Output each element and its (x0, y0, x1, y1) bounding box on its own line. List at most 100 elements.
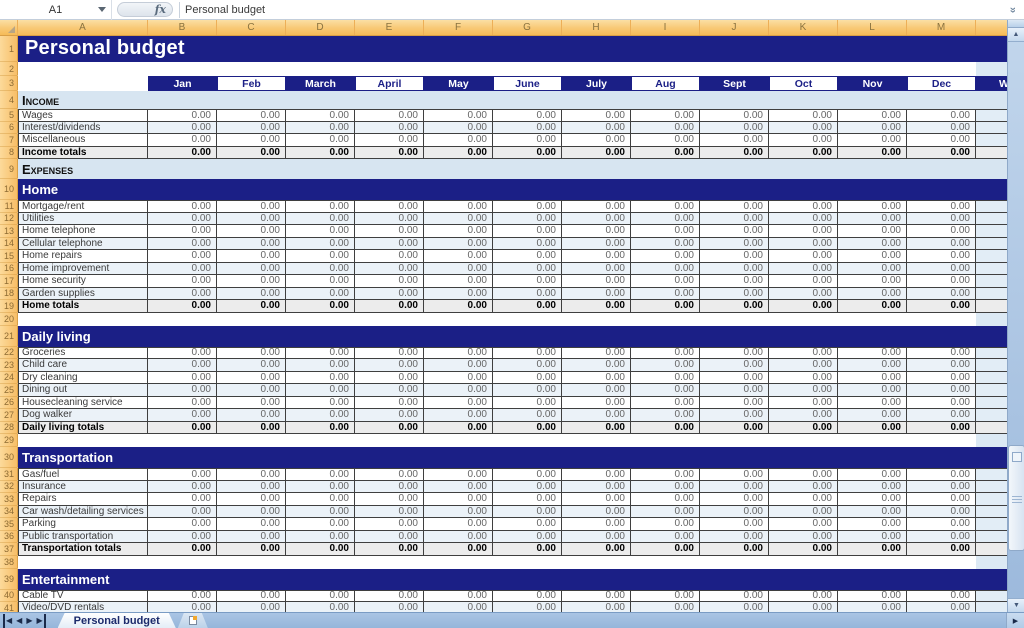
value-cell[interactable]: 0.00 (562, 371, 631, 384)
value-cell[interactable]: 0.00 (631, 384, 700, 397)
value-cell[interactable]: 0.00 (217, 275, 286, 288)
value-cell[interactable]: 0.00 (355, 396, 424, 409)
row-label-cell[interactable]: Housecleaning service (18, 396, 148, 409)
section-caption-cell[interactable]: Income (18, 91, 1024, 109)
value-cell[interactable]: 0.00 (631, 212, 700, 225)
value-cell[interactable]: 0.00 (562, 493, 631, 506)
value-cell[interactable]: 0.00 (217, 359, 286, 372)
value-cell[interactable]: 0.00 (424, 250, 493, 263)
value-cell[interactable]: 0.00 (562, 421, 631, 434)
value-cell[interactable]: 0.00 (700, 225, 769, 238)
select-all-corner[interactable] (0, 20, 18, 35)
value-cell[interactable]: 0.00 (493, 396, 562, 409)
value-cell[interactable]: 0.00 (700, 371, 769, 384)
tab-bar-right-arrow[interactable]: ▶ (1006, 613, 1024, 628)
value-cell[interactable]: 0.00 (907, 346, 976, 359)
value-cell[interactable]: 0.00 (355, 237, 424, 250)
value-cell[interactable]: 0.00 (355, 409, 424, 422)
value-cell[interactable]: 0.00 (148, 275, 217, 288)
value-cell[interactable]: 0.00 (838, 589, 907, 602)
last-sheet-icon[interactable]: ▶ (36, 613, 46, 628)
value-cell[interactable]: 0.00 (838, 212, 907, 225)
value-cell[interactable]: 0.00 (838, 121, 907, 134)
row-label-cell[interactable]: Cellular telephone (18, 237, 148, 250)
value-cell[interactable]: 0.00 (838, 300, 907, 313)
value-cell[interactable]: 0.00 (907, 200, 976, 213)
value-cell[interactable]: 0.00 (493, 371, 562, 384)
value-cell[interactable]: 0.00 (838, 493, 907, 506)
value-cell[interactable]: 0.00 (493, 530, 562, 543)
fx-icon[interactable]: fx (154, 3, 166, 16)
month-header-cell-nov[interactable]: Nov (838, 76, 907, 91)
row-header-27[interactable]: 27 (0, 409, 18, 422)
row-header-11[interactable]: 11 (0, 200, 18, 213)
value-cell[interactable]: 0.00 (631, 300, 700, 313)
row-header-12[interactable]: 12 (0, 212, 18, 225)
value-cell[interactable]: 0.00 (355, 109, 424, 122)
value-cell[interactable]: 0.00 (217, 134, 286, 147)
value-cell[interactable]: 0.00 (838, 384, 907, 397)
row-label-cell[interactable]: Dry cleaning (18, 371, 148, 384)
value-cell[interactable]: 0.00 (769, 121, 838, 134)
value-cell[interactable]: 0.00 (700, 505, 769, 518)
value-cell[interactable]: 0.00 (562, 480, 631, 493)
value-cell[interactable]: 0.00 (148, 121, 217, 134)
value-cell[interactable]: 0.00 (424, 421, 493, 434)
value-cell[interactable]: 0.00 (631, 505, 700, 518)
section-banner-cell[interactable]: Entertainment (18, 568, 1024, 590)
value-cell[interactable]: 0.00 (700, 359, 769, 372)
value-cell[interactable]: 0.00 (217, 287, 286, 300)
value-cell[interactable]: 0.00 (631, 262, 700, 275)
value-cell[interactable]: 0.00 (424, 287, 493, 300)
value-cell[interactable]: 0.00 (148, 346, 217, 359)
value-cell[interactable]: 0.00 (562, 237, 631, 250)
value-cell[interactable]: 0.00 (562, 409, 631, 422)
value-cell[interactable]: 0.00 (769, 384, 838, 397)
value-cell[interactable]: 0.00 (769, 421, 838, 434)
value-cell[interactable]: 0.00 (424, 371, 493, 384)
value-cell[interactable]: 0.00 (217, 146, 286, 159)
value-cell[interactable]: 0.00 (217, 493, 286, 506)
value-cell[interactable]: 0.00 (907, 225, 976, 238)
blank-cells[interactable] (18, 312, 976, 326)
value-cell[interactable]: 0.00 (562, 530, 631, 543)
value-cell[interactable]: 0.00 (424, 109, 493, 122)
value-cell[interactable]: 0.00 (148, 262, 217, 275)
row-header-32[interactable]: 32 (0, 480, 18, 493)
value-cell[interactable]: 0.00 (631, 287, 700, 300)
value-cell[interactable]: 0.00 (631, 518, 700, 531)
month-header-cell-april[interactable]: April (355, 76, 424, 91)
section-banner-cell[interactable]: Transportation (18, 447, 1024, 468)
value-cell[interactable]: 0.00 (562, 346, 631, 359)
value-cell[interactable]: 0.00 (148, 384, 217, 397)
value-cell[interactable]: 0.00 (286, 359, 355, 372)
value-cell[interactable]: 0.00 (562, 589, 631, 602)
row-header-35[interactable]: 35 (0, 518, 18, 531)
value-cell[interactable]: 0.00 (907, 468, 976, 481)
value-cell[interactable]: 0.00 (907, 300, 976, 313)
value-cell[interactable]: 0.00 (217, 396, 286, 409)
value-cell[interactable]: 0.00 (700, 121, 769, 134)
value-cell[interactable]: 0.00 (286, 134, 355, 147)
value-cell[interactable]: 0.00 (838, 359, 907, 372)
month-header-cell-jan[interactable]: Jan (148, 76, 217, 91)
value-cell[interactable]: 0.00 (286, 421, 355, 434)
scrollbar-thumb[interactable] (1008, 445, 1024, 551)
value-cell[interactable]: 0.00 (838, 287, 907, 300)
row-header-25[interactable]: 25 (0, 384, 18, 397)
value-cell[interactable]: 0.00 (838, 250, 907, 263)
value-cell[interactable]: 0.00 (286, 505, 355, 518)
value-cell[interactable]: 0.00 (286, 287, 355, 300)
value-cell[interactable]: 0.00 (838, 518, 907, 531)
value-cell[interactable]: 0.00 (217, 250, 286, 263)
value-cell[interactable]: 0.00 (493, 384, 562, 397)
value-cell[interactable]: 0.00 (148, 134, 217, 147)
month-row-label-cell[interactable] (18, 76, 148, 91)
value-cell[interactable]: 0.00 (907, 543, 976, 556)
value-cell[interactable]: 0.00 (286, 371, 355, 384)
value-cell[interactable]: 0.00 (493, 543, 562, 556)
value-cell[interactable]: 0.00 (424, 589, 493, 602)
value-cell[interactable]: 0.00 (148, 359, 217, 372)
value-cell[interactable]: 0.00 (355, 346, 424, 359)
value-cell[interactable]: 0.00 (493, 468, 562, 481)
